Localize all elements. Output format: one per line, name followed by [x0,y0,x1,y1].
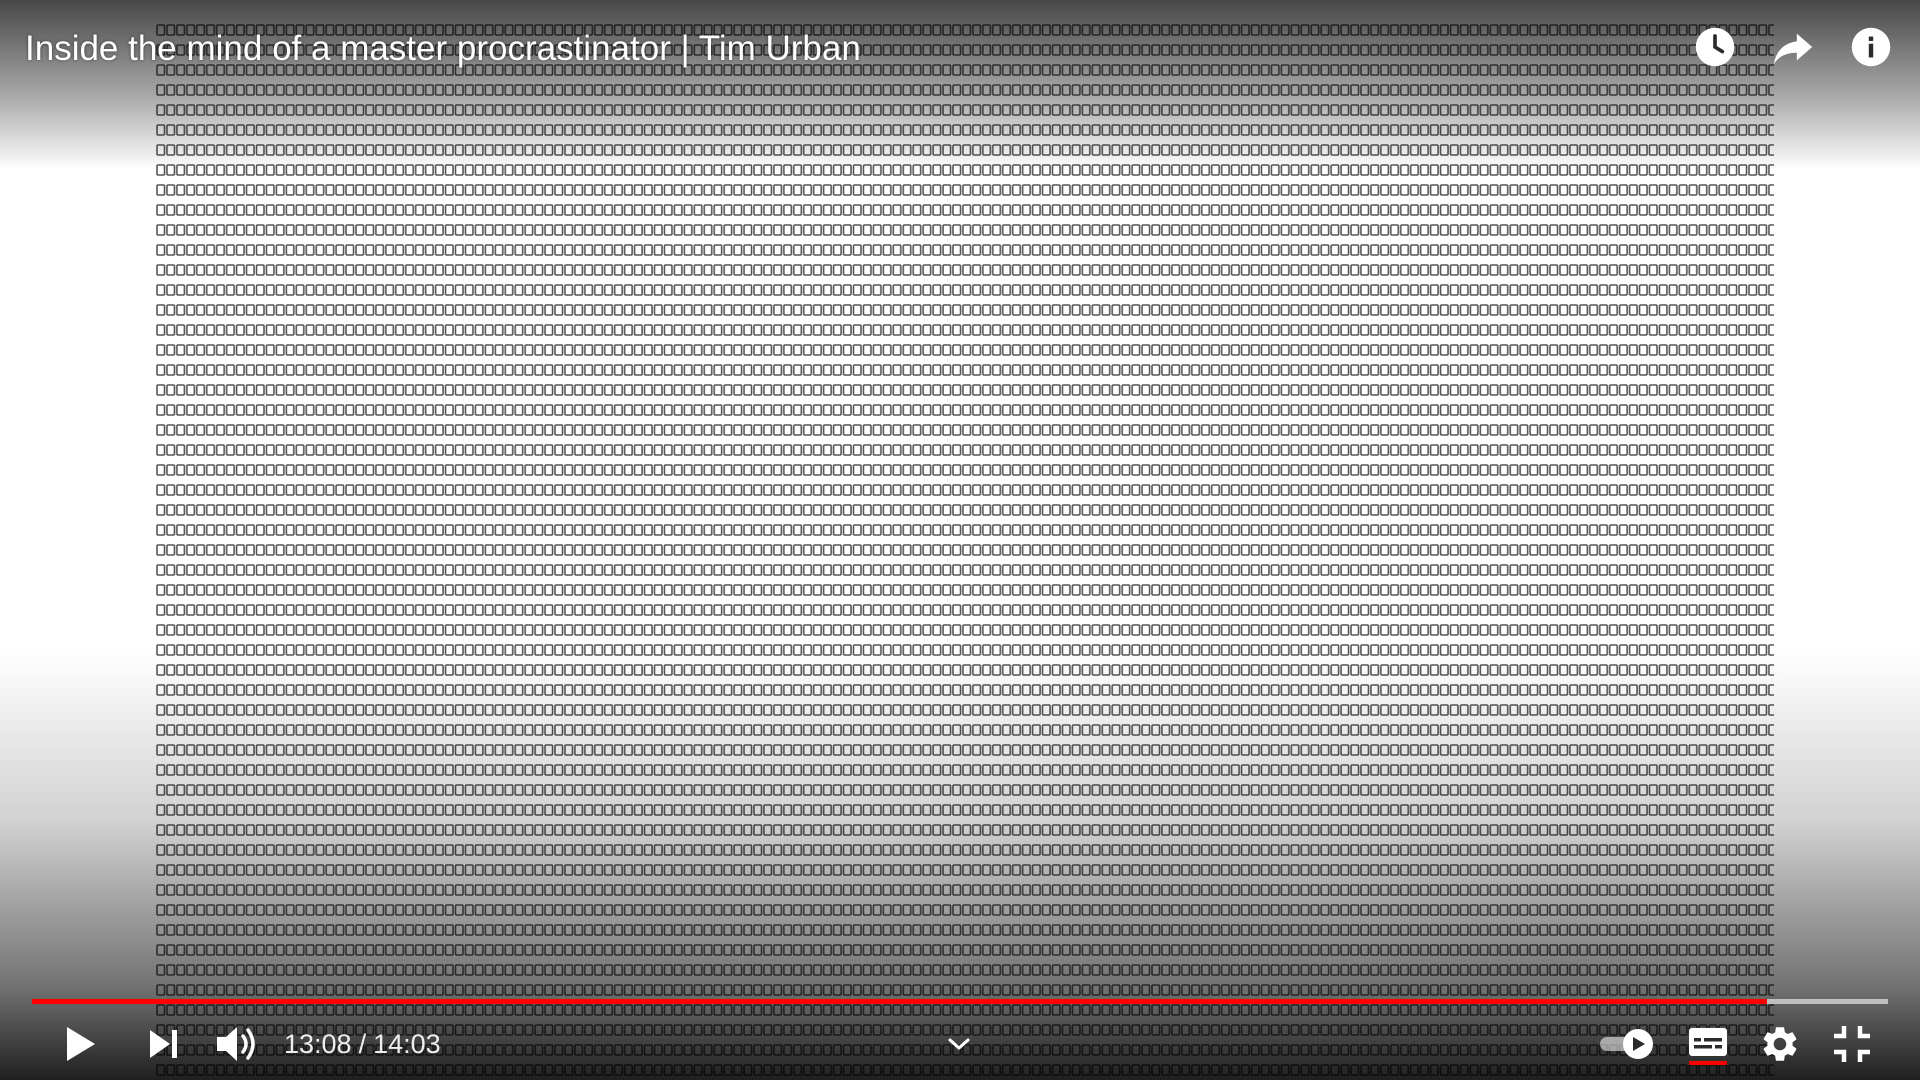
volume-button[interactable] [210,1018,266,1070]
duration: 14:03 [373,1028,441,1059]
subtitles-button[interactable] [1678,1018,1738,1070]
next-button[interactable] [140,1018,190,1070]
exit-fullscreen-button[interactable] [1824,1018,1880,1070]
next-icon [150,1030,177,1058]
progress-played [32,999,1768,1004]
exit-fullscreen-icon [1834,1026,1870,1062]
control-bar: 13:08 / 14:03 [0,1018,1920,1070]
play-icon [67,1027,95,1061]
chapters-button[interactable] [946,1018,972,1070]
gear-icon [1763,1027,1797,1061]
volume-icon [217,1027,255,1061]
play-button[interactable] [56,1018,106,1070]
autoplay-toggle[interactable] [1592,1018,1664,1070]
watch-later-button[interactable] [1692,24,1738,70]
watch-later-icon [1695,27,1735,67]
video-title[interactable]: Inside the mind of a master procrastinat… [25,29,861,68]
share-icon [1773,33,1813,65]
info-icon [1851,27,1891,67]
info-button[interactable] [1848,24,1894,70]
time-display: 13:08 / 14:03 [284,1018,441,1070]
top-actions [1692,24,1894,70]
grid-of-boxes [156,22,1774,1080]
settings-button[interactable] [1752,1018,1808,1070]
subtitles-icon [1689,1028,1727,1065]
autoplay-toggle-icon [1600,1029,1653,1059]
current-time: 13:08 [284,1028,352,1059]
share-button[interactable] [1770,24,1816,70]
time-separator: / [358,1028,367,1059]
chevron-down-icon [948,1038,970,1050]
progress-bar[interactable] [32,993,1888,1009]
